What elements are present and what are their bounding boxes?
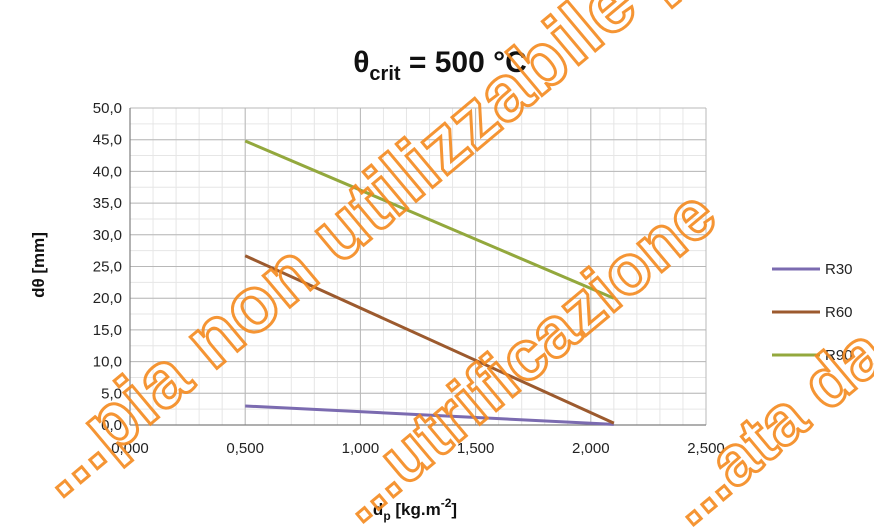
x-label-sub: p [383, 509, 390, 523]
y-tick-label: 0,0 [101, 417, 122, 434]
series-line-r90 [244, 139, 615, 300]
legend: R30 R60 R90 [772, 261, 853, 364]
legend-label-r30: R30 [825, 261, 853, 278]
x-tick-label: 2,000 [572, 440, 610, 457]
x-label-sup: -2 [441, 496, 452, 510]
x-tick-label: 2,500 [687, 440, 725, 457]
x-tick-label: 0,500 [226, 440, 264, 457]
x-label-main: d [373, 500, 383, 519]
legend-label-r60: R60 [825, 304, 853, 321]
y-tick-label: 10,0 [93, 354, 122, 371]
x-label-rest: [kg.m [391, 500, 441, 519]
y-tick-label: 30,0 [93, 227, 122, 244]
legend-label-r90: R90 [825, 347, 853, 364]
x-tick-label: 1,500 [457, 440, 495, 457]
y-tick-label: 45,0 [93, 132, 122, 149]
y-tick-label: 25,0 [93, 259, 122, 276]
y-tick-label: 5,0 [101, 385, 122, 402]
x-axis-label: dp [kg.m-2] [373, 496, 457, 523]
title-theta: θ [353, 46, 369, 79]
title-subscript: crit [369, 63, 400, 85]
chart-title: θcrit = 500 °C [353, 46, 527, 85]
y-tick-label: 35,0 [93, 195, 122, 212]
x-tick-label: 0,000 [111, 440, 149, 457]
x-tick-label: 1,000 [342, 440, 380, 457]
y-tick-label: 15,0 [93, 322, 122, 339]
series-line-r30 [245, 404, 614, 426]
y-tick-label: 20,0 [93, 290, 122, 307]
series-lines [244, 139, 615, 426]
y-axis-label: dθ [mm] [29, 232, 48, 298]
series-line-r60 [244, 254, 615, 425]
x-label-tail: ] [451, 500, 457, 519]
y-tick-label: 40,0 [93, 163, 122, 180]
tick-labels: 0,000 0,500 1,000 1,500 2,000 2,500 0,0 5,0 10,0… [93, 100, 725, 457]
grid-lines [129, 107, 707, 426]
y-tick-label: 50,0 [93, 100, 122, 117]
title-rest: = 500 °C [401, 46, 527, 79]
watermark: ...pia non utilizzabile perchè ...utrifi… [13, 0, 874, 528]
